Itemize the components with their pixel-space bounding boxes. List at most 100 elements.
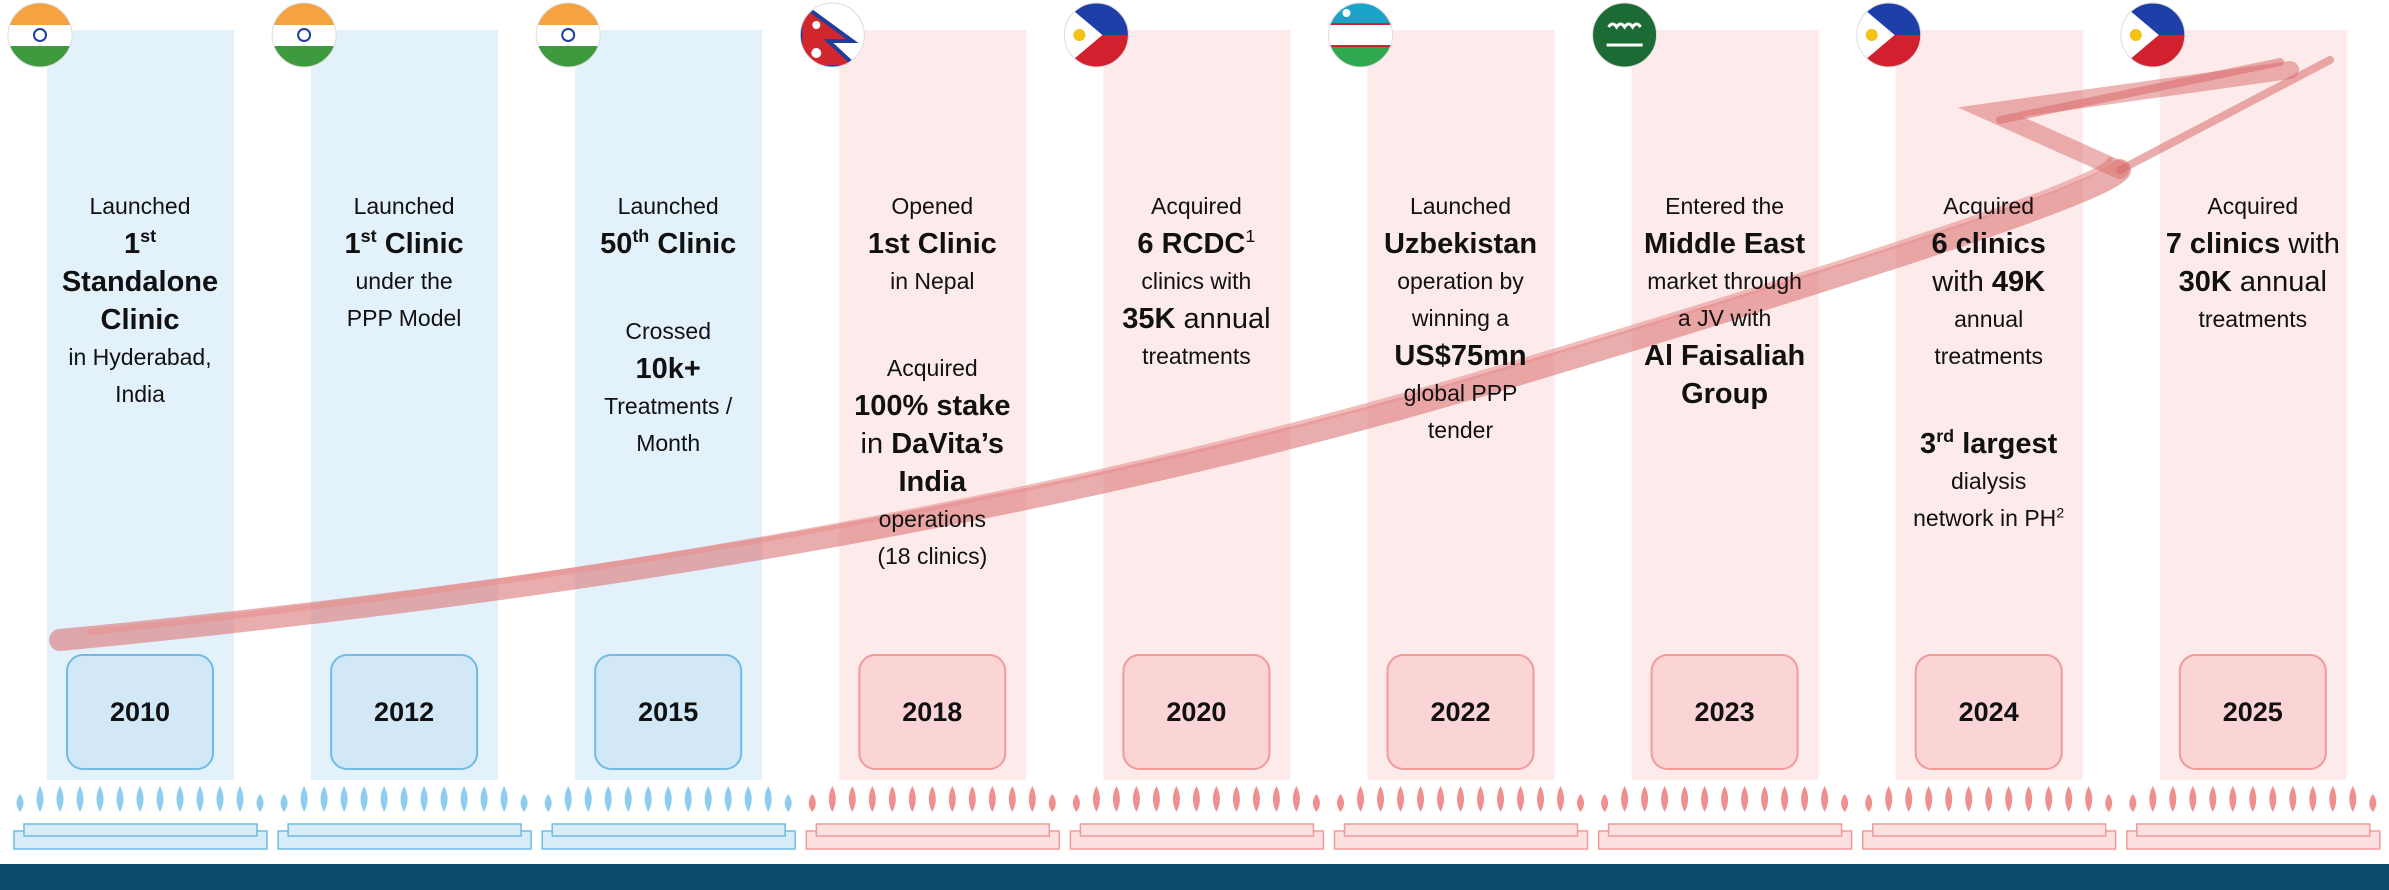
flag-bg: [1592, 3, 1657, 67]
flame: [1072, 794, 1080, 812]
flame: [2229, 786, 2237, 812]
flame: [1092, 786, 1100, 812]
flame: [1681, 786, 1689, 812]
flame: [1537, 786, 1544, 812]
flame: [2269, 786, 2277, 812]
flame: [1945, 786, 1953, 812]
flag-sun: [1865, 29, 1878, 41]
text-segment: Acquired: [1943, 193, 2035, 219]
flame: [644, 786, 652, 812]
milestone-text: Launched Uzbekistan operation by winning a U…: [1341, 188, 1581, 449]
flag-ring: [799, 2, 865, 68]
flame: [1172, 786, 1180, 812]
year-label: 2023: [1694, 697, 1755, 727]
flame: [1437, 786, 1444, 812]
text-segment: India: [898, 466, 967, 498]
text-line: (18 clinics): [812, 538, 1052, 575]
flame: [1357, 786, 1364, 812]
flag-wheel: [297, 28, 312, 42]
flame: [1477, 786, 1484, 812]
text-line: Group: [1605, 375, 1845, 413]
flame: [888, 786, 896, 812]
text-segment: Opened: [891, 193, 974, 219]
text-line: winning a: [1341, 300, 1581, 337]
text-line: Clinic: [20, 301, 260, 339]
flag-ring: [2120, 2, 2186, 68]
flag-band: [272, 3, 337, 25]
text-line: Launched: [20, 188, 260, 225]
text-line: in DaVita’s: [812, 425, 1052, 463]
burner-top: [815, 823, 1051, 837]
flame: [1621, 786, 1629, 812]
burner-top: [1607, 823, 1843, 837]
text-segment: in Nepal: [890, 268, 975, 294]
burner-top: [551, 823, 786, 837]
flame: [176, 786, 184, 812]
burner-top: [1343, 823, 1579, 837]
text-line: Acquired: [2133, 188, 2373, 225]
text-line: Acquired: [1076, 188, 1316, 225]
flame: [1497, 786, 1504, 812]
text-segment: treatments: [1142, 343, 1251, 369]
text-line: Entered the: [1605, 188, 1845, 225]
columns: [7, 2, 2381, 850]
flame: [2105, 794, 2113, 812]
flame: [948, 786, 956, 812]
flame: [1577, 794, 1584, 812]
text-line: Al Faisaliah: [1605, 337, 1845, 375]
milestone-text: Acquired 7 clinics with 30K annual treatmen…: [2133, 188, 2373, 338]
flame: [16, 794, 24, 812]
year-label: 2018: [902, 697, 963, 727]
flame: [1781, 786, 1789, 812]
milestone-text: Launched 50th Clinic Crossed 10k+ Treatments…: [548, 188, 788, 462]
flame: [968, 786, 976, 812]
text-line: Acquired: [1869, 188, 2109, 225]
flame: [604, 786, 612, 812]
flame: [564, 786, 572, 812]
text-line: Uzbekistan: [1341, 225, 1581, 263]
flag-band: [536, 46, 601, 67]
text-line: operations: [812, 501, 1052, 538]
flame: [1337, 794, 1344, 812]
flame: [1721, 786, 1729, 812]
text-segment: in: [860, 428, 892, 460]
flame: [784, 794, 792, 812]
flame: [1252, 786, 1260, 812]
text-line: India: [812, 463, 1052, 501]
flag-script: [1606, 22, 1643, 47]
text-segment: Launched: [353, 193, 455, 219]
text-segment: under the: [355, 268, 453, 294]
text-line: treatments: [1869, 338, 2109, 375]
text-segment: PPP Model: [346, 305, 462, 331]
flame: [2189, 786, 2197, 812]
text-line: Launched: [284, 188, 524, 225]
text-line: Standalone: [20, 263, 260, 301]
flame: [1457, 786, 1464, 812]
paragraph: Acquired 6 clinics with 49K annual treatment…: [1869, 188, 2109, 375]
flame: [380, 786, 388, 812]
text-line: clinics with: [1076, 263, 1316, 300]
text-line: India: [20, 376, 260, 413]
flame: [256, 794, 264, 812]
flame: [584, 786, 592, 812]
year-label: 2024: [1958, 697, 2019, 727]
text-line: Acquired: [812, 350, 1052, 387]
text-segment: Clinic: [100, 304, 180, 336]
flame: [500, 786, 508, 812]
burner-top: [1079, 823, 1315, 837]
flame: [2005, 786, 2013, 812]
text-segment: 2: [2056, 505, 2065, 522]
flag-band: [536, 3, 601, 25]
text-segment: largest: [1954, 428, 2058, 460]
flag-band: [272, 46, 337, 67]
flame: [2349, 786, 2357, 812]
text-segment: clinics with: [1141, 268, 1252, 294]
flame: [1048, 794, 1056, 812]
milestone-text: Entered the Middle East market through a JV…: [1605, 188, 1845, 413]
flame: [544, 794, 552, 812]
milestone-text: Acquired 6 clinics with 49K annual treatment…: [1869, 188, 2109, 537]
flame: [480, 786, 488, 812]
text-segment: annual: [1954, 306, 2024, 332]
text-segment: operation by: [1397, 268, 1524, 294]
